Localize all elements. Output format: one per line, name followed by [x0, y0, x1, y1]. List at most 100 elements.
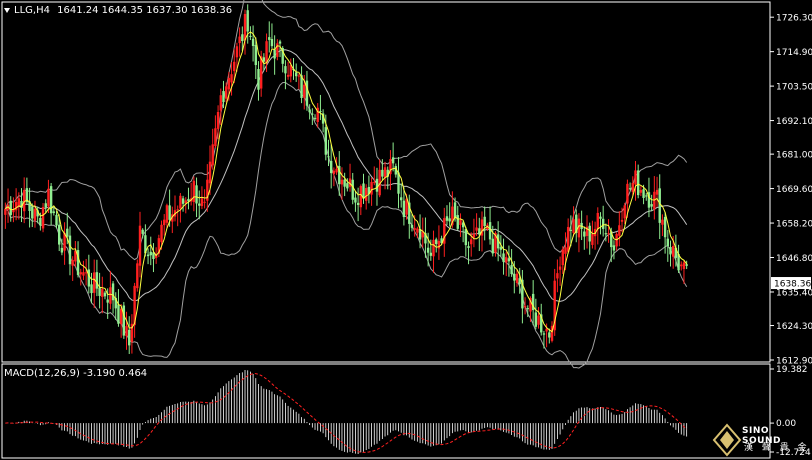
candle-body: [491, 238, 494, 254]
candle-body: [402, 200, 406, 218]
candle-body: [276, 43, 279, 57]
price-tick-label: 1669.60: [776, 185, 812, 195]
dropdown-triangle-icon[interactable]: [4, 7, 10, 13]
candle-body: [418, 228, 422, 240]
candle-body: [480, 219, 484, 236]
candle-body: [591, 233, 594, 245]
candle-body: [529, 297, 532, 312]
candle-body: [36, 210, 39, 217]
candle-body: [329, 160, 333, 174]
candle-body: [273, 49, 276, 59]
candle-body: [327, 156, 330, 158]
candle-body: [305, 80, 309, 106]
candle-body: [79, 272, 82, 275]
candle-body: [195, 185, 198, 204]
bollinger-upper: [4, 0, 688, 261]
candle-body: [397, 172, 400, 194]
candle-body: [661, 219, 664, 225]
candle-body: [171, 214, 174, 222]
candle-body: [308, 109, 311, 113]
candle-body: [545, 328, 548, 332]
candle-body: [33, 208, 37, 221]
candle-body: [119, 308, 123, 325]
candle-body: [550, 325, 554, 341]
candle-body: [254, 44, 257, 66]
candle-body: [160, 224, 163, 243]
candle-body: [208, 161, 212, 184]
price-tick-label: 1714.90: [776, 48, 812, 58]
candle-body: [475, 227, 478, 231]
price-tick-label: 1681.00: [776, 151, 812, 161]
candle-body: [588, 225, 591, 242]
candle-body: [413, 228, 416, 230]
candle-body: [9, 200, 12, 215]
candle-body: [575, 214, 578, 233]
candle-body: [187, 198, 190, 202]
candle-body: [604, 233, 608, 235]
candle-body: [448, 218, 451, 222]
candle-body: [227, 77, 231, 90]
candle-body: [313, 117, 317, 119]
candle-body: [184, 200, 187, 204]
candle-body: [496, 234, 500, 249]
price-tick-label: 1658.20: [776, 220, 812, 230]
logo-name: SINO SOUND: [742, 426, 781, 446]
candle-body: [265, 41, 268, 64]
candle-body: [200, 198, 204, 207]
candle-body: [461, 222, 465, 228]
candle-body: [381, 169, 384, 177]
candle-body: [300, 75, 303, 98]
candle-body: [303, 84, 306, 98]
candle-body: [117, 304, 120, 324]
candle-body: [505, 257, 508, 263]
candle-body: [510, 265, 513, 274]
candle-body: [537, 315, 540, 325]
ohlc-values: 1641.24 1644.35 1637.30 1638.36: [57, 5, 233, 16]
candle-body: [515, 273, 519, 283]
candle-body: [566, 226, 570, 252]
candle-body: [669, 247, 672, 255]
candle-body: [224, 86, 228, 99]
candle-body: [165, 205, 169, 223]
candle-body: [338, 165, 341, 185]
candle-body: [620, 219, 624, 222]
macd-tick-label: -12.724: [776, 448, 811, 458]
candle-body: [340, 179, 344, 185]
candle-body: [141, 229, 144, 234]
candle-body: [453, 202, 457, 218]
candle-body: [391, 157, 395, 164]
candle-body: [157, 238, 161, 254]
candle-body: [650, 204, 653, 207]
candle-body: [149, 251, 152, 256]
candle-body: [346, 183, 349, 189]
candle-body: [17, 198, 21, 206]
price-tick-label: 1624.30: [776, 322, 812, 332]
candle-body: [494, 232, 497, 253]
candle-body: [472, 233, 476, 238]
candle-body: [55, 214, 58, 226]
candle-body: [671, 246, 675, 257]
candle-body: [639, 189, 643, 193]
candle-body: [278, 41, 282, 44]
candle-body: [98, 287, 101, 296]
candle-body: [483, 216, 486, 227]
price-tick-label: 1726.30: [776, 14, 812, 24]
candle-body: [359, 186, 363, 208]
candle-body: [623, 205, 626, 219]
candle-body: [49, 186, 53, 214]
candle-body: [109, 287, 112, 304]
candle-body: [241, 34, 244, 42]
candle-body: [106, 299, 109, 303]
candle-body: [561, 249, 564, 266]
candle-body: [628, 188, 632, 190]
candle-body: [87, 269, 91, 287]
current-price-box: [771, 277, 811, 290]
candle-body: [518, 278, 521, 285]
candle-body: [607, 233, 610, 235]
candle-body: [257, 69, 260, 90]
candle-body: [270, 39, 274, 47]
candle-body: [467, 246, 470, 248]
candle-body: [246, 10, 249, 32]
candle-body: [176, 209, 179, 211]
